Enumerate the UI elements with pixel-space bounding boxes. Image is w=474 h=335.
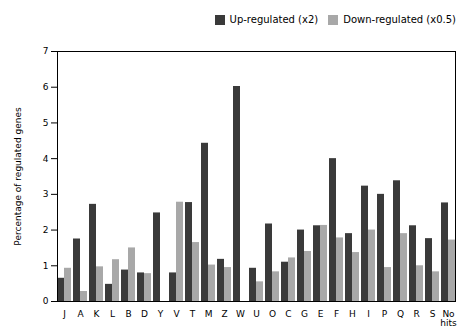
svg-text:W: W <box>236 309 245 319</box>
svg-text:Nohits: Nohits <box>440 309 457 328</box>
svg-text:2: 2 <box>43 225 49 235</box>
svg-text:B: B <box>125 309 131 319</box>
svg-text:F: F <box>334 309 339 319</box>
svg-text:U: U <box>253 309 260 319</box>
svg-text:D: D <box>141 309 148 319</box>
svg-text:Z: Z <box>221 309 227 319</box>
svg-text:A: A <box>77 309 84 319</box>
html-text:Down-regulated (x0.5): Down-regulated (x0.5) <box>343 14 456 25</box>
svg-text:J: J <box>62 309 66 319</box>
svg-text:I: I <box>367 309 370 319</box>
svg-text:E: E <box>318 309 324 319</box>
svg-text:Percentage of regulated genes: Percentage of regulated genes <box>13 107 23 246</box>
svg-text:0: 0 <box>43 296 49 306</box>
svg-text:R: R <box>413 309 419 319</box>
svg-text:V: V <box>173 309 180 319</box>
svg-text:O: O <box>269 309 276 319</box>
svg-text:K: K <box>94 309 101 319</box>
svg-text:T: T <box>189 309 196 319</box>
svg-text:Q: Q <box>397 309 404 319</box>
svg-text:7: 7 <box>43 46 49 56</box>
svg-text:M: M <box>205 309 213 319</box>
svg-text:6: 6 <box>43 82 49 92</box>
svg-text:S: S <box>430 309 436 319</box>
svg-text:H: H <box>349 309 356 319</box>
svg-text:3: 3 <box>43 189 49 199</box>
svg-text:L: L <box>110 309 115 319</box>
svg-text:5: 5 <box>43 118 49 128</box>
html-text:Up-regulated (x2): Up-regulated (x2) <box>229 14 319 25</box>
svg-text:P: P <box>382 309 388 319</box>
svg-text:Y: Y <box>157 309 164 319</box>
svg-text:1: 1 <box>43 261 49 271</box>
svg-text:C: C <box>285 309 291 319</box>
svg-text:G: G <box>301 309 308 319</box>
svg-text:4: 4 <box>43 154 49 164</box>
